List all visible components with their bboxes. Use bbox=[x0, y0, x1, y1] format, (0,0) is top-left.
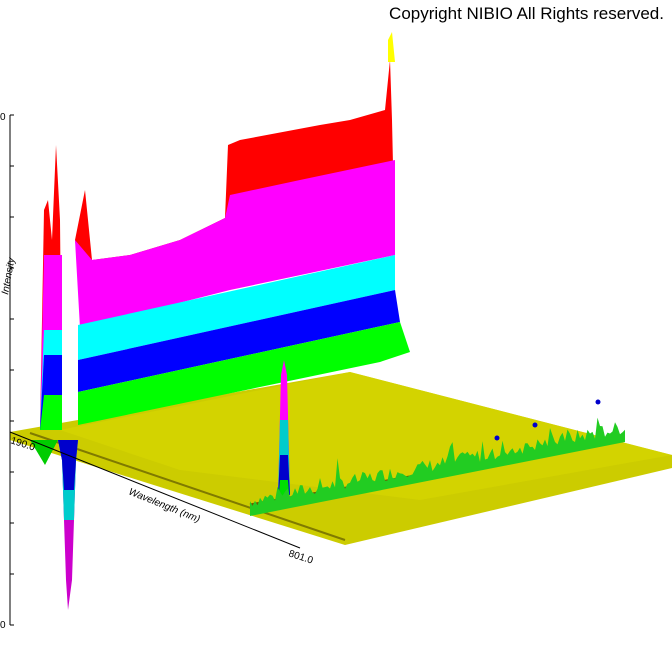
noise-peak-tip bbox=[532, 422, 538, 428]
left-spikes bbox=[30, 145, 78, 610]
noise-peak-tip bbox=[595, 399, 601, 405]
band-green bbox=[78, 322, 410, 425]
copyright-notice: Copyright NIBIO All Rights reserved. bbox=[389, 4, 664, 23]
spike-1-green bbox=[40, 395, 62, 430]
negative-spike-blue bbox=[58, 440, 78, 490]
negative-spike-green bbox=[30, 440, 58, 465]
floor-ridge-line bbox=[29, 432, 346, 541]
x-tick-label-end: 801.0 bbox=[287, 548, 315, 566]
noise-peak-tip bbox=[494, 435, 500, 441]
noise-ridge bbox=[250, 399, 625, 516]
noise-ridge-fill bbox=[250, 417, 625, 516]
floor-highlight bbox=[60, 372, 672, 500]
x-axis-line bbox=[9, 431, 301, 549]
y-axis-ticks bbox=[10, 114, 14, 626]
y-tick-label-bottom: 0 bbox=[0, 620, 6, 631]
peak-tip-yellow bbox=[388, 32, 395, 62]
y-axis-label: Intensity bbox=[0, 256, 17, 296]
y-tick-label-top: 0 bbox=[0, 112, 6, 123]
band-magenta bbox=[75, 160, 395, 328]
band-blue bbox=[78, 290, 400, 392]
band-cyan bbox=[78, 255, 395, 360]
spectrum-wall bbox=[75, 32, 410, 425]
